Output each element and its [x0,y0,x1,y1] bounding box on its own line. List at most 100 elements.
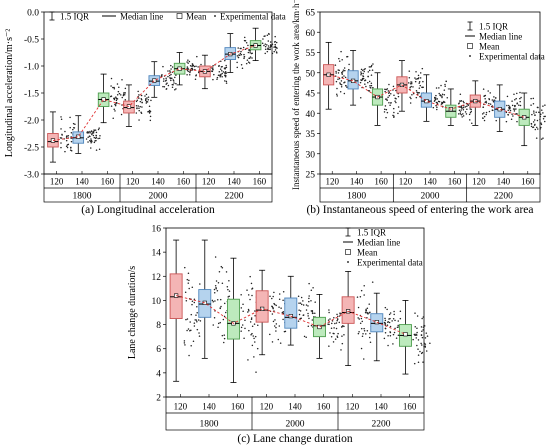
data-point [414,80,417,83]
y-tick-label: 30 [306,150,316,160]
y-tick-label: 12 [152,273,162,283]
data-point [196,328,199,331]
data-point [303,335,306,338]
data-point [387,344,389,347]
data-point [227,288,229,291]
data-point [339,91,342,93]
data-point [193,298,196,301]
box-2000-160 [445,88,473,126]
data-point [218,271,221,273]
data-point [359,81,362,84]
data-point [64,130,66,133]
data-point [120,94,122,96]
group-label: 1800 [73,192,92,202]
data-point [186,318,189,320]
data-point [167,84,170,87]
data-point [385,88,387,91]
data-point [189,71,191,74]
data-point [269,46,271,49]
data-point [117,90,120,93]
data-point [174,76,176,79]
data-point [73,127,76,129]
data-point [244,39,247,42]
data-point [186,73,188,76]
y-tick-label: -1.5 [24,90,39,100]
data-point [384,90,386,93]
data-point [434,98,437,101]
data-point [513,110,516,112]
data-point [335,80,338,83]
data-point [389,312,392,314]
data-point [419,84,421,87]
data-point [384,327,387,330]
data-point [422,326,425,328]
box-2200-140 [370,292,402,362]
data-point [464,111,467,113]
y-tick-label: 65 [306,9,316,19]
data-point [275,330,277,332]
data-point [248,329,250,332]
data-point [336,93,338,95]
data-point [335,72,337,74]
data-point [274,49,277,51]
data-point [485,111,488,114]
data-point [312,312,314,314]
data-point [90,142,92,144]
data-point [363,327,365,330]
data-point [240,63,243,66]
data-point [219,298,222,301]
data-point [271,305,273,308]
data-point [87,136,89,139]
data-point [369,85,371,87]
data-point [357,332,360,335]
y-tick-label: 45 [306,90,316,100]
data-point [469,108,471,110]
data-point [269,41,272,43]
data-point [217,74,220,76]
sub-label: 160 [403,402,417,412]
data-point [135,112,138,114]
data-point [392,89,394,91]
sub-label: 140 [497,177,511,187]
data-point [121,78,123,81]
data-point [170,79,172,82]
data-point [424,343,427,345]
sub-label: 140 [75,177,89,187]
data-point [340,349,342,351]
data-point [139,105,141,108]
data-point [60,118,63,120]
y-tick-label: 14 [152,249,162,259]
data-point [386,324,389,326]
data-point [136,107,138,109]
data-point [397,112,399,115]
data-point [485,113,487,116]
data-point [221,334,224,337]
data-point [397,106,400,108]
data-point [225,66,228,69]
data-point [118,86,120,88]
data-point [364,311,367,314]
data-point [341,58,343,61]
data-point [267,47,269,49]
data-point [424,346,427,348]
legend-median-label: Median line [357,238,400,248]
data-point [282,299,284,301]
data-point [213,288,216,291]
legend-mean-icon [176,13,183,19]
iqr-box [284,297,298,329]
data-point [360,71,362,73]
legend-mean-icon [345,249,351,255]
data-point [511,100,513,102]
data-point [138,107,140,109]
data-point [540,126,542,129]
data-point [530,123,533,125]
data-point [236,55,239,57]
data-point [439,94,441,96]
data-point [390,102,392,104]
data-point [445,80,447,83]
data-point [481,117,484,119]
data-point [147,98,150,101]
data-point [245,41,248,44]
data-point [191,63,194,65]
data-point [174,89,176,91]
